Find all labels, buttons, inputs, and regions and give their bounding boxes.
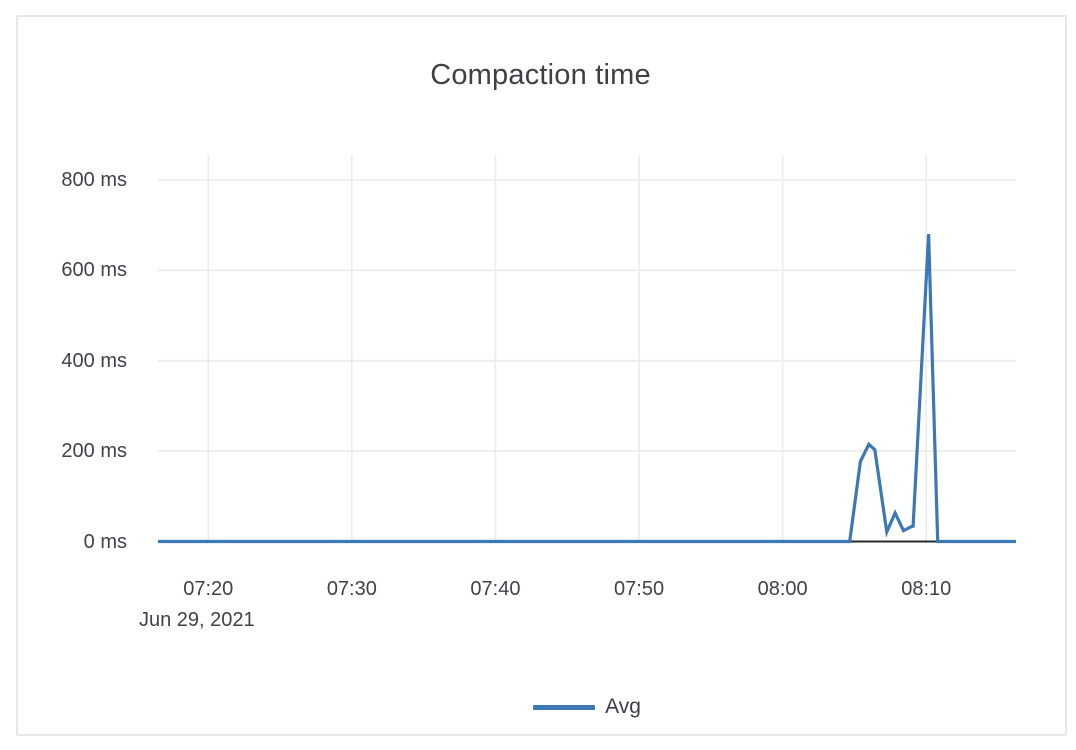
- x-tick-label: 08:00: [757, 578, 808, 600]
- y-tick-label: 200 ms: [61, 440, 127, 463]
- legend: Avg: [158, 695, 1016, 719]
- series-line-avg: [158, 234, 1016, 544]
- x-axis-date-label: Jun 29, 2021: [139, 609, 255, 631]
- y-tick-label: 800 ms: [61, 168, 127, 191]
- y-tick-label: 600 ms: [61, 259, 127, 282]
- y-tick-label: 400 ms: [61, 349, 127, 372]
- legend-label: Avg: [605, 695, 641, 718]
- legend-line-swatch: [533, 704, 596, 710]
- x-tick-label: 07:30: [326, 578, 377, 600]
- y-tick-label: 0 ms: [83, 530, 127, 553]
- x-tick-label: 07:50: [614, 578, 665, 600]
- chart-card: [16, 15, 1067, 736]
- x-tick-label: 08:10: [901, 578, 952, 600]
- x-tick-label: 07:40: [470, 578, 521, 600]
- chart-title: Compaction time: [430, 59, 651, 91]
- legend-item-avg[interactable]: Avg: [533, 695, 641, 719]
- x-tick-label: 07:20: [183, 578, 234, 600]
